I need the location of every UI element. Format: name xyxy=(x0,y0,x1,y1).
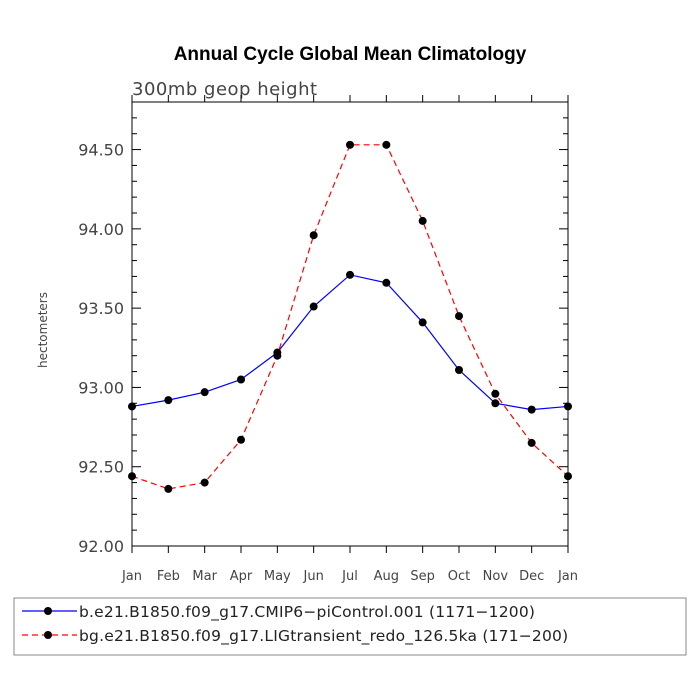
legend-marker xyxy=(44,607,52,615)
plot-frame xyxy=(131,101,569,547)
data-point xyxy=(346,140,354,149)
data-point xyxy=(128,472,136,481)
series-layer xyxy=(128,140,572,493)
data-point xyxy=(382,140,391,149)
data-point xyxy=(418,216,427,225)
x-tick-label: Sep xyxy=(410,569,435,584)
y-axis-label: hectometers xyxy=(36,292,50,368)
y-tick-label: 92.00 xyxy=(78,537,124,556)
y-tick-label: 94.00 xyxy=(78,220,124,239)
legend-label-1: b.e21.B1850.f09_g17.CMIP6−piControl.001 … xyxy=(79,603,535,622)
legend: b.e21.B1850.f09_g17.CMIP6−piControl.001 … xyxy=(13,597,687,656)
legend-marker xyxy=(44,631,52,639)
x-tick-label: Feb xyxy=(157,569,180,584)
legend-label-2: bg.e21.B1850.f09_g17.LIGtransient_redo_1… xyxy=(79,627,568,646)
data-point xyxy=(200,388,209,397)
data-point xyxy=(273,351,282,360)
data-point xyxy=(237,435,245,444)
data-point xyxy=(237,375,245,384)
data-point xyxy=(491,389,500,398)
x-tick-label: Jan xyxy=(121,569,142,584)
data-point xyxy=(527,438,536,447)
data-point xyxy=(455,365,463,374)
axis-ticks: Jan Feb Mar Apr May Jun Jul Aug Sep Oct Nov Dec Jan 9… xyxy=(78,95,578,584)
data-point xyxy=(164,396,173,405)
data-point xyxy=(128,402,136,411)
data-point xyxy=(527,405,536,414)
y-tick-label: 94.50 xyxy=(78,141,124,160)
data-point xyxy=(309,231,318,240)
data-point xyxy=(564,402,572,411)
x-tick-label: Nov xyxy=(483,569,509,584)
y-tick-label: 93.50 xyxy=(78,299,124,318)
data-point xyxy=(309,302,318,311)
data-point xyxy=(346,270,354,279)
y-tick-label: 93.00 xyxy=(78,378,124,397)
x-tick-label: May xyxy=(264,569,291,584)
x-tick-label: Jun xyxy=(303,569,324,584)
y-tick-label: 92.50 xyxy=(78,458,124,477)
chart-subtitle: 300mb geop height xyxy=(132,79,318,100)
x-tick-label: Apr xyxy=(230,569,253,584)
data-point xyxy=(491,399,500,408)
legend-box xyxy=(13,597,687,656)
series-line-1 xyxy=(131,274,569,411)
data-point xyxy=(164,484,173,493)
chart-title: Annual Cycle Global Mean Climatology xyxy=(174,44,527,65)
series-line-2 xyxy=(131,144,569,490)
x-tick-label: Dec xyxy=(519,569,544,584)
x-tick-label: Jan xyxy=(557,569,578,584)
x-tick-label: Mar xyxy=(192,569,217,584)
data-point xyxy=(455,312,463,321)
data-point xyxy=(564,472,572,481)
data-point xyxy=(418,318,427,327)
data-point xyxy=(200,478,209,487)
data-point xyxy=(382,278,391,287)
x-tick-label: Oct xyxy=(448,569,470,584)
x-tick-label: Jul xyxy=(341,569,358,584)
x-tick-label: Aug xyxy=(374,569,399,584)
